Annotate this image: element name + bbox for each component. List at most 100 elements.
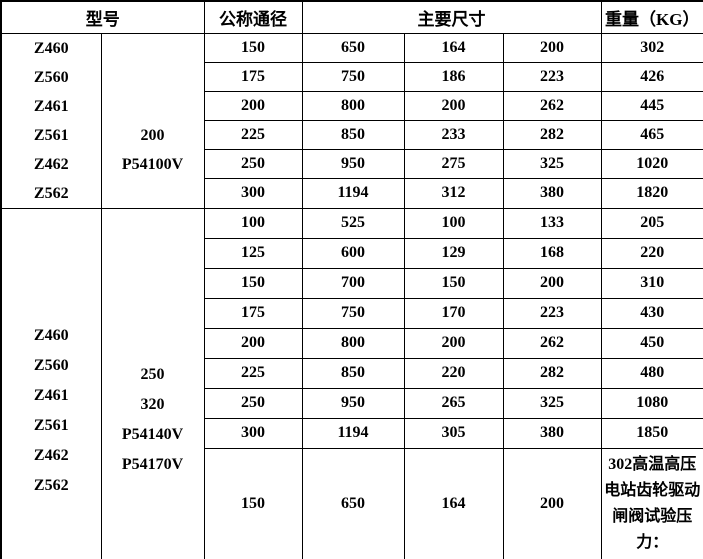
dim-a-cell: 800 (301, 90, 405, 121)
dim-b-cell: 275 (403, 149, 504, 180)
weight-cell: 1020 (600, 149, 703, 180)
table-row: 300 1194 312 380 1820 (1, 178, 703, 209)
dim-b-cell: 170 (403, 297, 504, 329)
dn-cell: 300 (203, 417, 303, 449)
dim-a-cell: 650 (301, 447, 405, 559)
table-row: 150 700 150 200 310 (1, 267, 703, 299)
dim-a-cell: 750 (301, 297, 405, 329)
table-row: 250 950 265 325 1080 (1, 387, 703, 419)
dim-b-cell: 200 (403, 327, 504, 359)
dim-c-cell: 200 (502, 267, 602, 299)
section2-models-cell: Z460 Z560 Z461 Z561 Z462 Z562 (0, 207, 102, 559)
section2-series-list: 250 320 P54140V P54170V (121, 365, 184, 473)
dim-a-cell: 750 (301, 61, 405, 92)
weight-cell: 1850 (600, 417, 703, 449)
dim-b-cell: 233 (403, 119, 504, 151)
dim-a-cell: 525 (301, 207, 405, 239)
dim-c-cell: 223 (502, 297, 602, 329)
table-row: 125 600 129 168 220 (1, 237, 703, 269)
section2-series-cell: 250 320 P54140V P54170V (100, 207, 205, 559)
weight-cell: 480 (600, 357, 703, 389)
weight-cell: 205 (600, 207, 703, 239)
dim-b-cell: 265 (403, 387, 504, 419)
dim-b-cell: 305 (403, 417, 504, 449)
header-nominal-diameter: 公称通径 (203, 0, 303, 34)
dn-cell: 100 (203, 207, 303, 239)
dim-a-cell: 850 (301, 357, 405, 389)
dim-b-cell: 164 (403, 447, 504, 559)
dn-cell: 300 (203, 178, 303, 209)
header-model: 型号 (0, 0, 205, 34)
dim-c-cell: 168 (502, 237, 602, 269)
weight-cell: 430 (600, 297, 703, 329)
dim-a-cell: 950 (301, 387, 405, 419)
dim-a-cell: 1194 (301, 417, 405, 449)
table-row: Z460 Z560 Z461 Z561 Z462 Z562 250 320 P5… (0, 207, 703, 559)
dn-cell: 150 (203, 32, 303, 63)
table-row: Z460 Z560 Z461 Z561 Z462 Z562 200 P54100… (0, 32, 703, 209)
weight-cell: 465 (600, 119, 703, 151)
weight-cell: 302 (600, 32, 703, 63)
section1-models-list: Z460 Z560 Z461 Z561 Z462 Z562 (33, 39, 69, 202)
header-row: 型号 公称通径 主要尺寸 重量（KG） (0, 0, 703, 34)
table-row: 300 1194 305 380 1850 (1, 417, 703, 449)
dim-a-cell: 1194 (301, 178, 405, 209)
dim-b-cell: 220 (403, 357, 504, 389)
dim-c-cell: 133 (502, 207, 602, 239)
dim-b-cell: 312 (403, 178, 504, 209)
dim-c-cell: 282 (502, 119, 602, 151)
dim-a-cell: 950 (301, 149, 405, 180)
table-row: 200 800 200 262 450 (1, 327, 703, 359)
dn-cell: 225 (203, 357, 303, 389)
dim-c-cell: 262 (502, 327, 602, 359)
weight-cell: 1080 (600, 387, 703, 419)
weight-cell: 450 (600, 327, 703, 359)
dim-b-cell: 150 (403, 267, 504, 299)
dim-a-cell: 850 (301, 119, 405, 151)
weight-note-cell: 302高温高压 电站齿轮驱动 闸阀试验压 力： (600, 447, 703, 559)
table-row: 175 750 186 223 426 (1, 61, 703, 92)
table-row: 150 650 164 200 302高温高压 电站齿轮驱动 闸阀试验压 力： (1, 447, 703, 559)
dim-c-cell: 380 (502, 417, 602, 449)
dim-a-cell: 800 (301, 327, 405, 359)
dn-cell: 175 (203, 297, 303, 329)
section1-series-list: 200 P54100V (121, 126, 184, 173)
dim-c-cell: 262 (502, 90, 602, 121)
dim-c-cell: 200 (502, 32, 602, 63)
dim-b-cell: 200 (403, 90, 504, 121)
dn-cell: 125 (203, 237, 303, 269)
header-weight: 重量（KG） (600, 0, 703, 34)
section2-models-list: Z460 Z560 Z461 Z561 Z462 Z562 (33, 326, 69, 494)
dn-cell: 200 (203, 327, 303, 359)
dn-cell: 200 (203, 90, 303, 121)
weight-cell: 426 (600, 61, 703, 92)
weight-cell: 220 (600, 237, 703, 269)
table-row: 250 950 275 325 1020 (1, 149, 703, 180)
dim-b-cell: 164 (403, 32, 504, 63)
dn-cell: 225 (203, 119, 303, 151)
dim-b-cell: 186 (403, 61, 504, 92)
dim-c-cell: 325 (502, 387, 602, 419)
weight-cell: 310 (600, 267, 703, 299)
dim-a-cell: 650 (301, 32, 405, 63)
dn-cell: 250 (203, 149, 303, 180)
dim-b-cell: 129 (403, 237, 504, 269)
dim-b-cell: 100 (403, 207, 504, 239)
weight-cell: 1820 (600, 178, 703, 209)
dim-c-cell: 325 (502, 149, 602, 180)
dim-c-cell: 282 (502, 357, 602, 389)
dn-cell: 150 (203, 267, 303, 299)
dim-a-cell: 700 (301, 267, 405, 299)
header-main-dimensions: 主要尺寸 (301, 0, 602, 34)
dim-c-cell: 200 (502, 447, 602, 559)
dn-cell: 175 (203, 61, 303, 92)
section1-models-cell: Z460 Z560 Z461 Z561 Z462 Z562 (0, 32, 102, 209)
dn-cell: 150 (203, 447, 303, 559)
dim-c-cell: 223 (502, 61, 602, 92)
section1-series-cell: 200 P54100V (100, 32, 205, 209)
dn-cell: 250 (203, 387, 303, 419)
dim-a-cell: 600 (301, 237, 405, 269)
dim-c-cell: 380 (502, 178, 602, 209)
weight-cell: 445 (600, 90, 703, 121)
